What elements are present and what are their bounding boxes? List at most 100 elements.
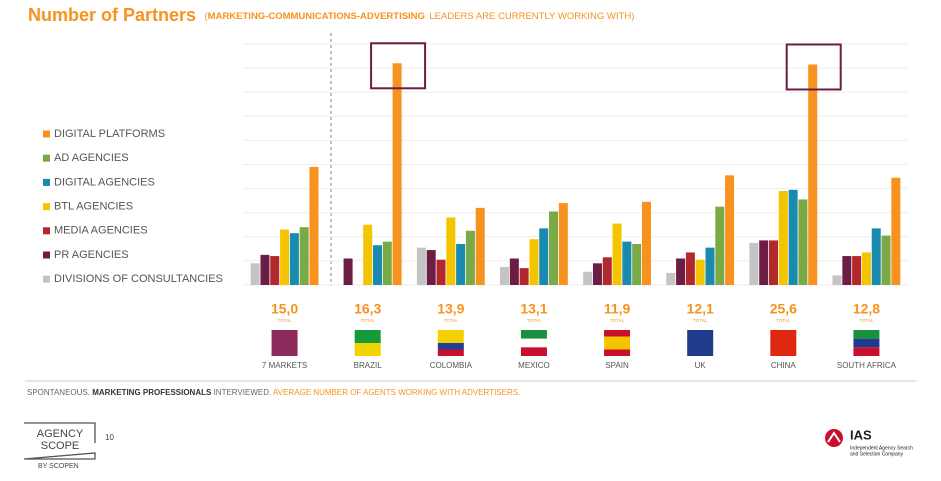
bar <box>602 257 612 285</box>
bar <box>798 199 808 285</box>
flag-part <box>437 343 464 350</box>
bar <box>622 241 632 285</box>
flag-part <box>437 336 464 343</box>
flag-part <box>520 347 547 356</box>
x-tick-label: MEXICO <box>518 361 550 370</box>
bar <box>475 207 485 285</box>
bar <box>500 266 510 285</box>
bar <box>666 272 676 285</box>
ias-tagline: Independent Agency Search <box>850 445 913 451</box>
total-value: 15,0 <box>271 301 298 317</box>
bar <box>592 263 602 285</box>
bar <box>539 228 549 285</box>
bar <box>725 175 735 285</box>
legend-swatch <box>43 154 50 162</box>
legend-label: MEDIA AGENCIES <box>54 225 148 237</box>
bar <box>343 258 353 285</box>
flag-part <box>271 330 298 356</box>
bar <box>705 247 715 285</box>
flag-part <box>853 338 880 348</box>
logo-text: AGENCY <box>37 428 84 440</box>
legend-label: DIVISIONS OF CONSULTANCIES <box>54 273 223 285</box>
page-number: 10 <box>105 433 114 442</box>
total-label: TOTAL <box>859 318 874 323</box>
legend-label: AD AGENCIES <box>54 152 129 164</box>
chart-title: Number of Partners <box>28 5 196 25</box>
logo-text: SCOPE <box>41 440 80 452</box>
legend-label: DIGITAL PLATFORMS <box>54 128 165 140</box>
x-tick-label: CHINA <box>771 361 797 370</box>
title-line: Number of Partners (MARKETING-COMMUNICAT… <box>28 5 634 25</box>
flag-part <box>770 330 797 356</box>
total-value: 13,1 <box>520 301 547 317</box>
bar <box>426 250 436 285</box>
flag-part <box>604 330 631 337</box>
bar <box>446 217 456 285</box>
bar <box>529 239 539 285</box>
bar <box>456 244 466 285</box>
total-label: TOTAL <box>444 318 459 323</box>
ias-tagline: and Selection Company <box>850 451 904 457</box>
footnote-part: INTERVIEWED. <box>214 388 272 397</box>
bar <box>641 201 651 285</box>
legend-swatch <box>43 275 50 283</box>
logo-frame <box>23 422 96 460</box>
total-label: TOTAL <box>610 318 625 323</box>
flag-part <box>437 349 464 356</box>
bar <box>695 259 705 285</box>
subtitle: MARKETING-COMMUNICATIONS-ADVERTISING <box>208 11 425 22</box>
total-value: 13,9 <box>437 301 464 317</box>
flag-part <box>853 330 880 339</box>
bar <box>519 268 529 285</box>
flag-part <box>437 330 464 337</box>
highlight-box <box>785 43 842 91</box>
x-tick-label: BRAZIL <box>354 361 383 370</box>
bar <box>549 211 559 285</box>
bar <box>558 203 568 285</box>
highlight-box <box>370 42 427 90</box>
legend-swatch <box>43 178 50 186</box>
bar <box>436 259 446 285</box>
bar <box>416 247 426 285</box>
bar <box>769 240 779 285</box>
ias-name: IAS <box>850 427 872 442</box>
bar <box>250 263 260 285</box>
flag-part <box>604 343 631 350</box>
bar <box>392 63 402 285</box>
bar <box>871 228 881 285</box>
flag-part <box>520 338 547 348</box>
bar <box>778 191 788 285</box>
bar <box>612 223 622 285</box>
ias-icon <box>825 429 843 447</box>
bar <box>632 244 642 285</box>
legend-swatch <box>43 203 50 211</box>
flag-part <box>354 330 381 343</box>
bar <box>891 177 901 285</box>
bar <box>685 252 695 285</box>
x-tick-label: UK <box>695 361 707 370</box>
bar <box>788 189 798 285</box>
total-value: 12,1 <box>687 301 714 317</box>
bar <box>372 245 382 285</box>
total-label: TOTAL <box>693 318 708 323</box>
bar <box>363 224 373 285</box>
legend-label: DIGITAL AGENCIES <box>54 176 155 188</box>
flag-part <box>604 336 631 343</box>
bar <box>759 240 769 285</box>
total-value: 12,8 <box>853 301 880 317</box>
total-value: 11,9 <box>604 301 631 317</box>
x-tick-label: 7 MARKETS <box>262 361 307 370</box>
bar <box>309 166 319 285</box>
bar <box>749 242 759 285</box>
bar <box>842 256 852 285</box>
logo-by: BY SCOPEN <box>38 463 79 470</box>
total-value: 16,3 <box>354 301 381 317</box>
bar <box>280 229 290 285</box>
bar <box>465 230 475 285</box>
bar <box>881 235 891 285</box>
bar <box>832 275 842 285</box>
flag-part <box>354 343 381 356</box>
bar <box>808 64 818 285</box>
bar <box>382 241 392 285</box>
legend-swatch <box>43 130 50 138</box>
